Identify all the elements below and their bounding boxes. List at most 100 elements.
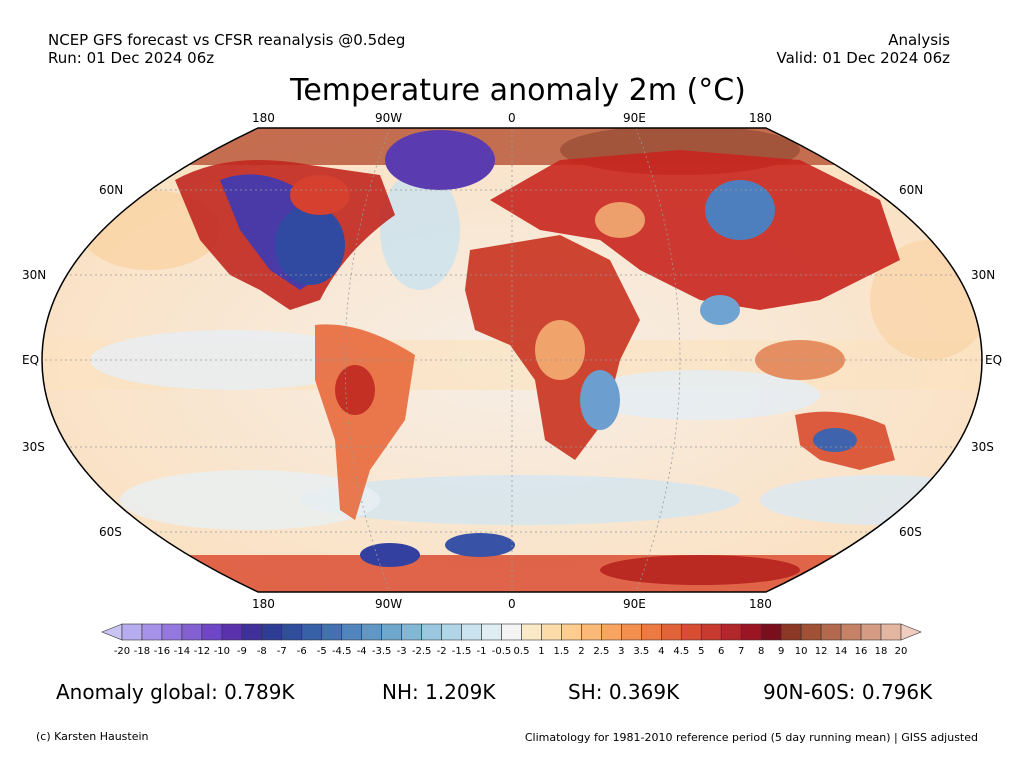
colorbar-cell [241, 623, 263, 641]
colorbar-arrow-max [900, 623, 922, 641]
colorbar-tick-label: -10 [213, 646, 231, 657]
colorbar-tick-label: 8 [757, 646, 765, 657]
colorbar-tick-label: -12 [193, 646, 211, 657]
copyright: (c) Karsten Haustein [36, 730, 149, 743]
colorbar-cell [621, 623, 642, 641]
colorbar-cell [740, 623, 762, 641]
colorbar-cell [121, 623, 143, 641]
lat-label-left-eq: EQ [22, 353, 40, 367]
stat-global: Anomaly global: 0.789K [56, 680, 295, 704]
colorbar-cell [780, 623, 802, 641]
colorbar-tick-label: 18 [874, 646, 888, 657]
colorbar-cell [321, 623, 343, 641]
colorbar-cell [201, 623, 223, 641]
page-title: Temperature anomaly 2m (°C) [290, 73, 746, 108]
colorbar-cell [301, 623, 323, 641]
colorbar-tick-label: 7 [738, 646, 745, 657]
colorbar-cell [561, 623, 582, 641]
colorbar-cell [661, 623, 682, 641]
analysis-label: Analysis [888, 31, 950, 49]
valid-time: Valid: 01 Dec 2024 06z [776, 49, 950, 67]
colorbar-cell [461, 623, 482, 641]
colorbar-tick-label: 2 [578, 646, 585, 657]
lat-label-right-eq: EQ [985, 353, 1003, 367]
colorbar-tick-label: -1 [476, 646, 487, 657]
lat-label-left-30s: 30S [22, 440, 45, 454]
colorbar-tick-label: -5 [316, 646, 327, 657]
lat-label-left-30n: 30N [22, 268, 47, 282]
colorbar-cell [281, 623, 303, 641]
colorbar-tick-label: 9 [777, 646, 785, 657]
colorbar-cell [541, 623, 562, 641]
colorbar-cells [101, 623, 922, 641]
lon-label-bottom-180e: 180 [749, 597, 772, 611]
colorbar-cell [521, 623, 542, 641]
lon-label-top-180w: 180 [252, 111, 275, 125]
colorbar-tick-label: -0.5 [491, 646, 512, 657]
colorbar-tick-label: -2 [436, 646, 447, 657]
colorbar-cell [341, 623, 362, 641]
stat-sh: SH: 0.369K [568, 680, 680, 704]
run-time: Run: 01 Dec 2024 06z [48, 49, 215, 67]
colorbar-tick-label: -6 [296, 646, 307, 657]
colorbar-cell [641, 623, 662, 641]
colorbar-tick-label: 14 [834, 646, 848, 657]
colorbar-tick-label: 10 [794, 646, 808, 657]
colorbar-tick-label: -18 [133, 646, 151, 657]
colorbar-tick-label: 1.5 [553, 646, 570, 657]
lon-label-bottom-90w: 90W [375, 597, 403, 611]
colorbar-cell [401, 623, 422, 641]
stat-nh: NH: 1.209K [382, 680, 496, 704]
colorbar-tick-label: -20 [113, 646, 131, 657]
colorbar-cell [181, 623, 203, 641]
colorbar-cell [361, 623, 382, 641]
lon-label-top-180e: 180 [749, 111, 772, 125]
colorbar-tick-label: -2.5 [411, 646, 432, 657]
colorbar-tick-label: -7 [276, 646, 287, 657]
colorbar-cell [141, 623, 163, 641]
colorbar-tick-label: 3.5 [633, 646, 650, 657]
colorbar-tick-label: 0.5 [513, 646, 530, 657]
colorbar-tick-label: 20 [894, 646, 908, 657]
colorbar [101, 623, 922, 641]
colorbar-cell [221, 623, 243, 641]
colorbar-tick-label: -9 [236, 646, 247, 657]
colorbar-cell [381, 623, 402, 641]
lon-label-top-0: 0 [508, 111, 516, 125]
lat-label-left-60s: 60S [99, 525, 122, 539]
colorbar-cell [421, 623, 442, 641]
colorbar-cell [800, 623, 822, 641]
lon-label-top-90w: 90W [375, 111, 403, 125]
climatology-note: Climatology for 1981-2010 reference peri… [524, 731, 978, 744]
lon-label-bottom-90e: 90E [623, 597, 646, 611]
graticule [42, 128, 982, 592]
colorbar-tick-label: 2.5 [593, 646, 610, 657]
colorbar-tick-label: 1 [538, 646, 545, 657]
lon-label-top-90e: 90E [623, 111, 646, 125]
colorbar-tick-label: -1.5 [451, 646, 472, 657]
colorbar-tick-label: 4 [658, 646, 665, 657]
colorbar-cell [820, 623, 842, 641]
lon-label-bottom-0: 0 [508, 597, 516, 611]
colorbar-cell [720, 623, 742, 641]
colorbar-tick-label: -8 [256, 646, 267, 657]
colorbar-tick-label: 4.5 [673, 646, 690, 657]
colorbar-cell [860, 623, 882, 641]
lat-label-right-30n: 30N [971, 268, 996, 282]
colorbar-cell [501, 623, 522, 641]
lat-label-right-60s: 60S [899, 525, 922, 539]
colorbar-cell [760, 623, 782, 641]
colorbar-tick-label: -3.5 [371, 646, 392, 657]
colorbar-cell [700, 623, 722, 641]
colorbar-cell [680, 623, 702, 641]
colorbar-cell [880, 623, 902, 641]
colorbar-tick-label: 5 [698, 646, 705, 657]
colorbar-cell [261, 623, 283, 641]
colorbar-arrow-min [101, 623, 123, 641]
colorbar-cell [481, 623, 502, 641]
lon-label-bottom-180w: 180 [252, 597, 275, 611]
colorbar-tick-label: 3 [618, 646, 625, 657]
map-border [41, 127, 983, 593]
map-field [42, 128, 982, 592]
